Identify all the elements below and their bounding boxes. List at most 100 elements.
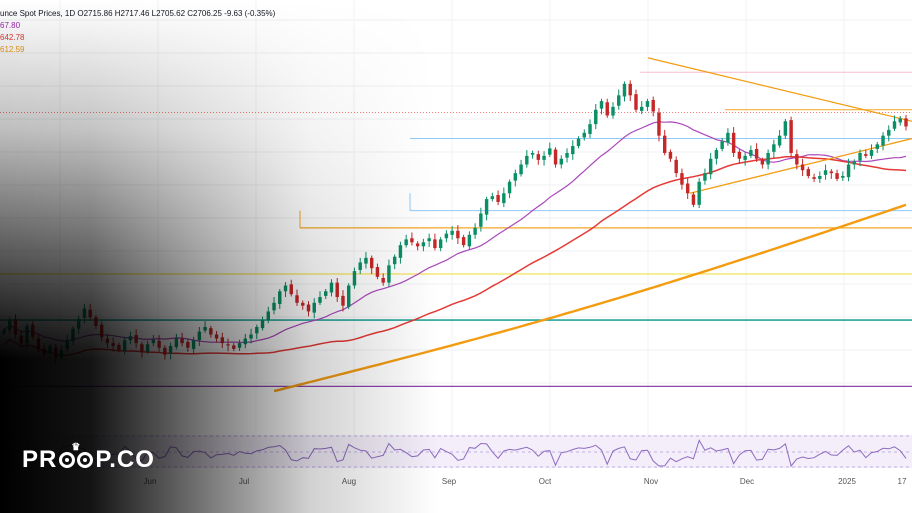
- candle-body: [605, 102, 609, 116]
- candle-body: [479, 213, 483, 227]
- ohlc-legend: unce Spot Prices, 1D O2715.86 H2717.46 L…: [0, 9, 276, 18]
- owl-eyes-icon: ♛: [59, 442, 94, 468]
- candle-body: [99, 324, 104, 338]
- candle-body: [94, 317, 98, 326]
- logo-text-left: PR: [22, 446, 58, 473]
- candle-body: [812, 177, 816, 179]
- candle-body: [191, 340, 196, 349]
- candle-body: [634, 94, 638, 110]
- x-tick-label: Oct: [539, 477, 552, 486]
- upper-trendline: [647, 57, 912, 122]
- candle-body: [754, 148, 759, 159]
- candle-body: [387, 265, 391, 283]
- candle-body: [496, 195, 500, 202]
- candle-body: [186, 341, 190, 348]
- candle-body: [484, 199, 489, 215]
- ma50-line: [3, 121, 907, 344]
- x-tick-label: 17: [898, 477, 907, 486]
- candle-body: [818, 176, 822, 179]
- candle-body: [433, 239, 437, 249]
- candle-body: [214, 334, 219, 339]
- candle-body: [594, 109, 598, 125]
- candle-body: [134, 335, 138, 344]
- candle-body: [726, 132, 730, 143]
- candle-body: [392, 256, 397, 265]
- candle-body: [398, 245, 403, 258]
- candle-body: [507, 181, 512, 194]
- x-tick-label: Jul: [239, 477, 249, 486]
- trend-lines: [647, 57, 912, 194]
- candle-body: [352, 271, 357, 286]
- candle-body: [490, 196, 495, 200]
- candle-body: [743, 155, 747, 160]
- x-tick-label: Nov: [644, 477, 658, 486]
- candle-body: [611, 106, 615, 116]
- candle-body: [720, 141, 724, 149]
- candle-body: [174, 338, 179, 348]
- brand-logo: PR ♛ P.CO: [22, 442, 155, 474]
- candle-body: [542, 155, 546, 160]
- candle-body: [364, 257, 368, 264]
- candle-body: [358, 262, 362, 270]
- candle-body: [852, 161, 857, 165]
- candle-body: [341, 295, 345, 306]
- candle-body: [122, 340, 127, 352]
- candle-body: [312, 302, 316, 313]
- candle-body: [473, 227, 477, 235]
- candle-body: [306, 304, 311, 312]
- candle-body: [553, 149, 558, 165]
- candle-body: [640, 106, 644, 111]
- candle-body: [668, 151, 673, 159]
- candle-body: [737, 151, 742, 159]
- candle-body: [295, 295, 299, 303]
- candle-body: [13, 318, 18, 335]
- candle-body: [806, 169, 811, 177]
- candle-body: [329, 282, 334, 293]
- candle-body: [530, 152, 535, 155]
- candle-body: [892, 121, 897, 129]
- candle-body: [283, 285, 288, 292]
- candle-body: [2, 330, 6, 334]
- candle-body: [369, 257, 374, 269]
- candle-body: [898, 118, 902, 123]
- candle-body: [128, 336, 133, 341]
- candle-body: [272, 302, 276, 311]
- candle-body: [415, 243, 420, 247]
- candle-body: [117, 344, 121, 351]
- candle-body: [582, 132, 586, 138]
- candle-body: [864, 154, 868, 156]
- candle-body: [645, 101, 650, 107]
- candle-body: [536, 154, 541, 160]
- candle-body: [220, 337, 225, 344]
- grid-lines: [0, 0, 912, 470]
- candle-body: [766, 152, 770, 165]
- candle-body: [887, 129, 891, 136]
- candle-body: [36, 338, 41, 349]
- candle-body: [576, 138, 581, 147]
- candle-body: [427, 238, 431, 242]
- candle-body: [904, 118, 908, 127]
- candle-body: [628, 83, 632, 96]
- candle-body: [714, 150, 719, 159]
- moving-averages: [3, 121, 907, 393]
- ma200-line: [273, 203, 907, 393]
- candle-body: [31, 324, 35, 338]
- candle-body: [548, 148, 552, 155]
- candle-body: [347, 285, 351, 307]
- candle-body: [421, 242, 426, 247]
- candle-body: [731, 132, 736, 153]
- candle-body: [680, 173, 684, 185]
- candle-body: [708, 158, 713, 175]
- candle-body: [467, 234, 472, 247]
- candle-body: [209, 328, 213, 335]
- candle-body: [197, 331, 202, 341]
- candle-body: [53, 347, 58, 358]
- candle-body: [232, 345, 236, 349]
- candle-body: [226, 344, 230, 346]
- candle-body: [71, 328, 75, 342]
- candle-body: [249, 334, 253, 339]
- candle-body: [858, 152, 862, 161]
- candle-body: [111, 343, 115, 347]
- candle-body: [772, 144, 776, 152]
